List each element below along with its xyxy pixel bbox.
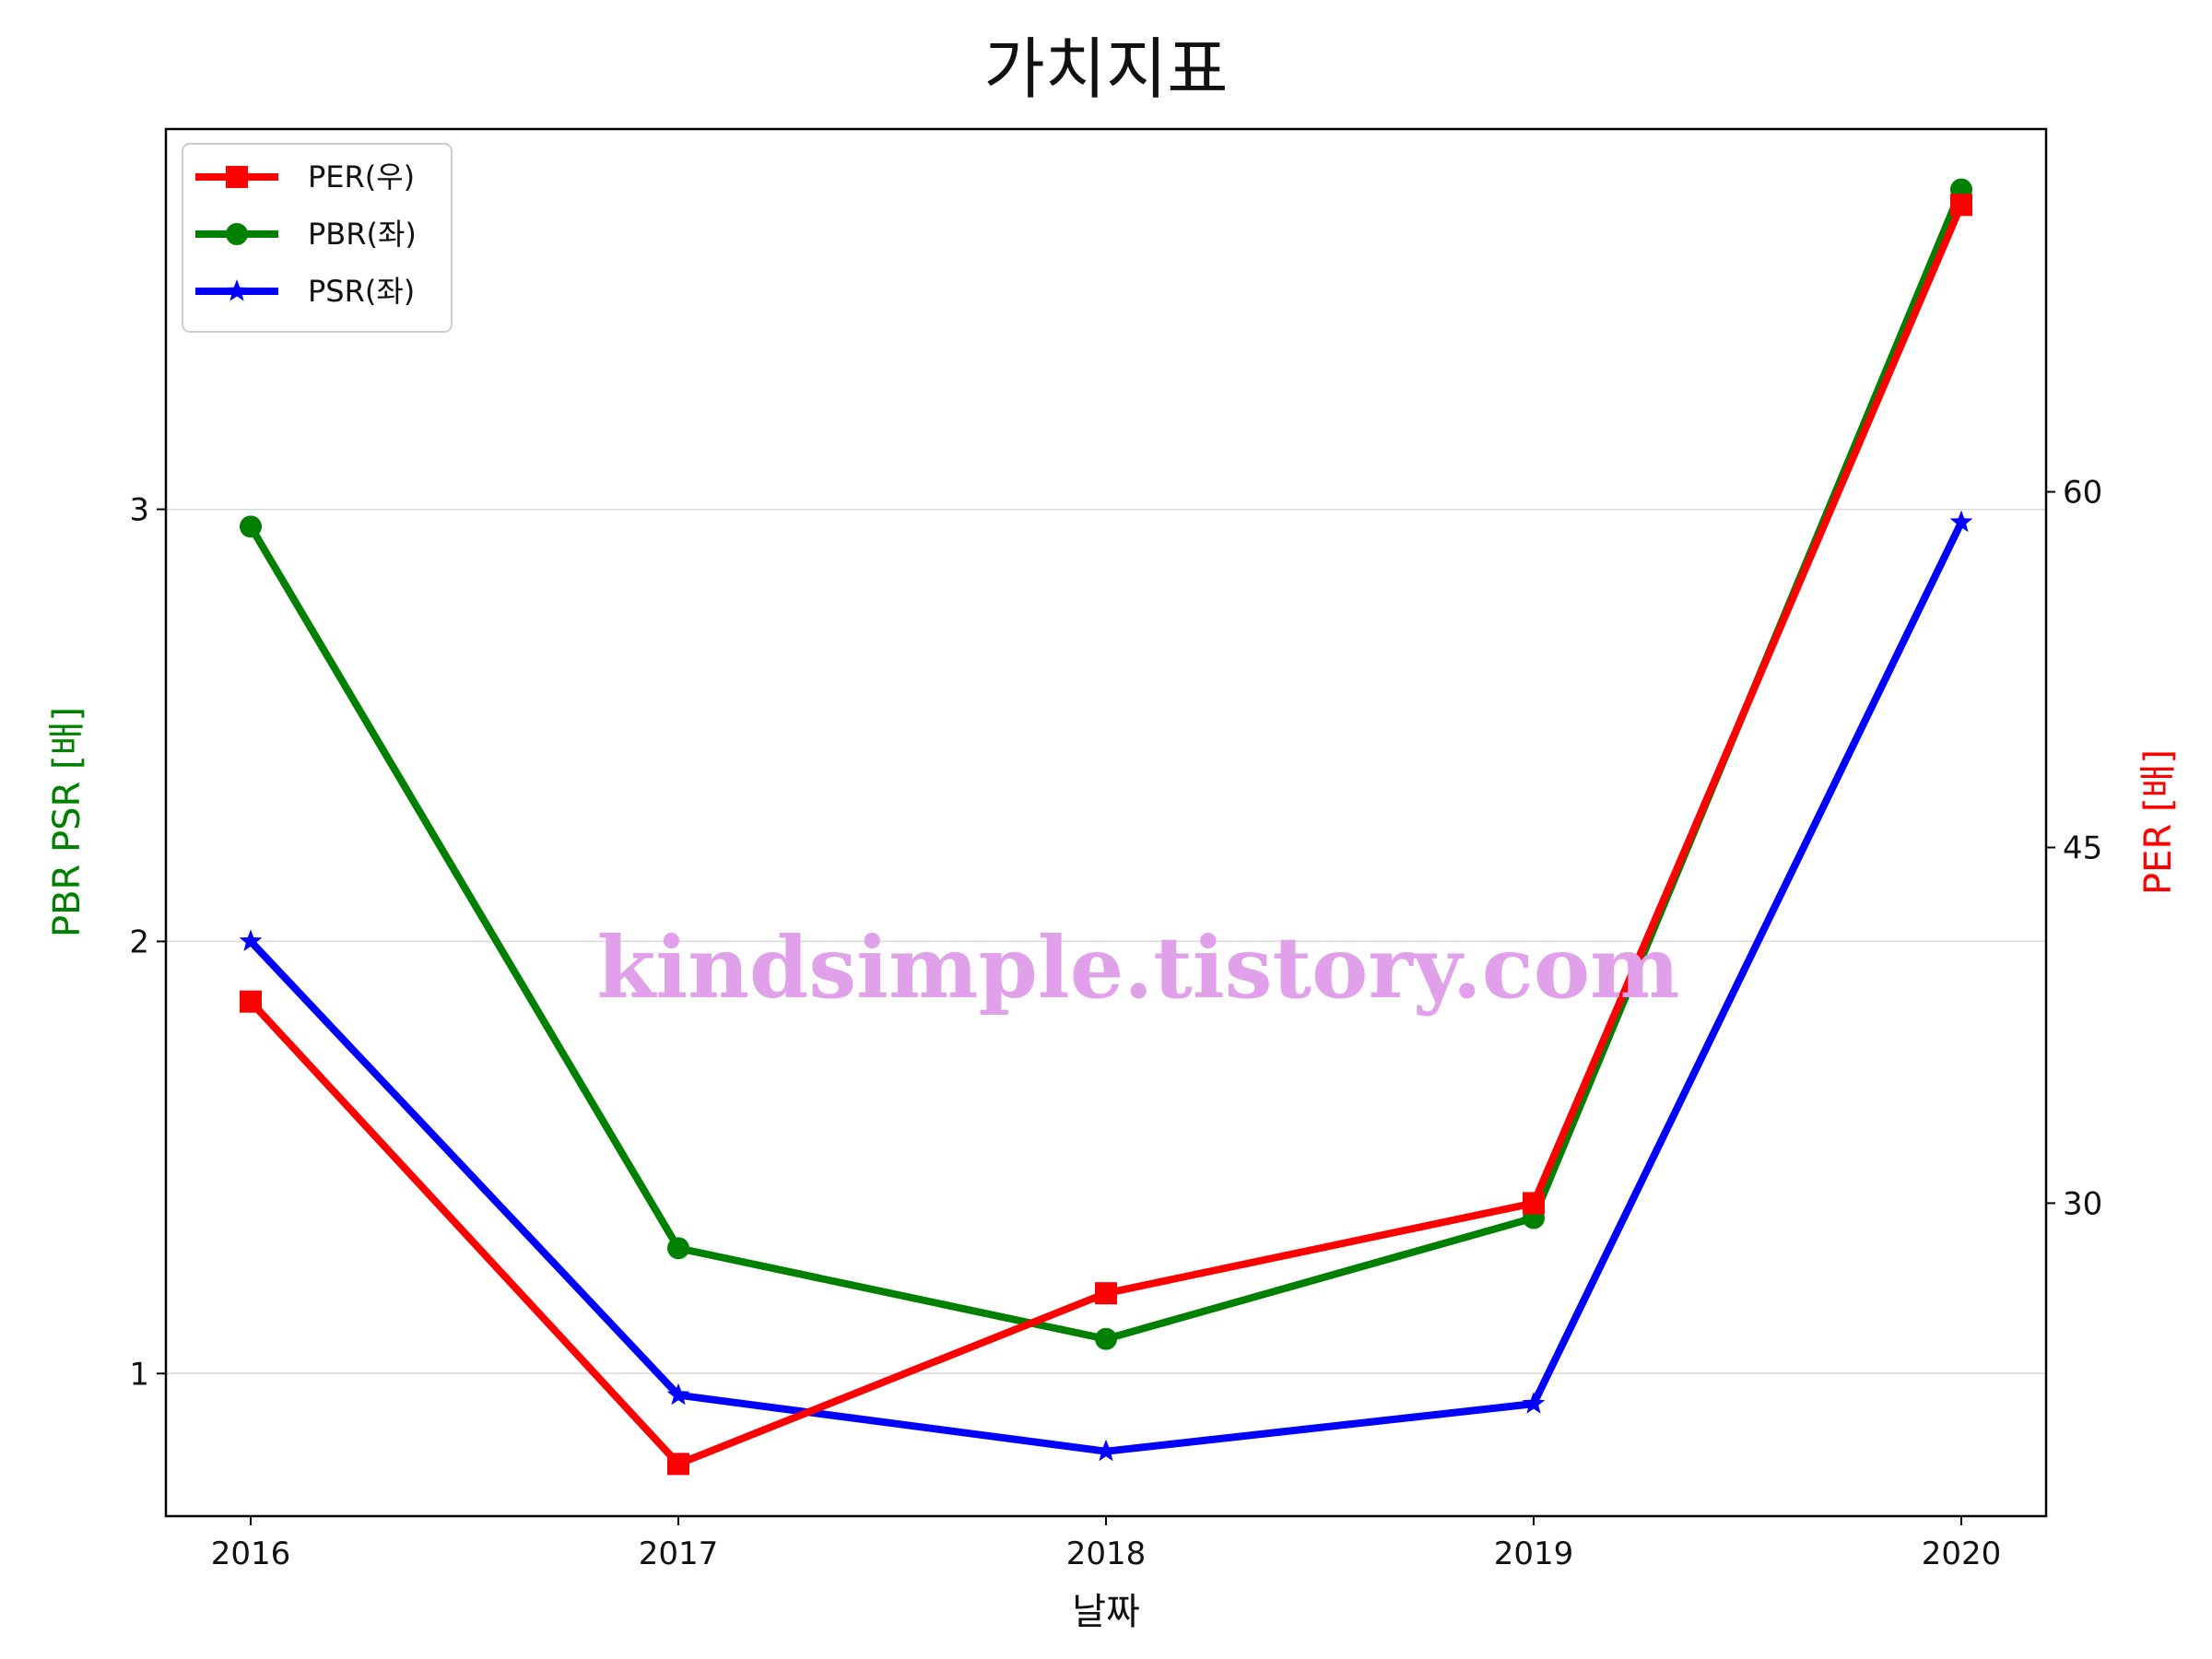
legend: PER(우) PBR(좌) PSR(좌): [182, 143, 453, 333]
data-point-psr-2018: [1094, 1439, 1118, 1462]
legend-label-pbr: PBR(좌): [308, 217, 417, 252]
series-per: [240, 194, 1972, 1476]
left-y-tick-label-2: 2: [129, 924, 149, 960]
data-point-per-2017: [667, 1453, 689, 1476]
left-y-axis-label: PBR PSR [배]: [46, 707, 88, 937]
legend-entry-per: PER(우): [195, 159, 415, 194]
x-tick-label-2016: 2016: [211, 1535, 291, 1572]
right-y-tick-label-45: 45: [2063, 830, 2102, 867]
legend-label-psr: PSR(좌): [308, 274, 415, 309]
data-point-psr-2017: [666, 1382, 690, 1406]
legend-marker-per: [226, 166, 248, 188]
x-tick-label-2020: 2020: [1922, 1535, 2002, 1572]
legend-marker-psr: [225, 279, 249, 301]
data-point-per-2016: [240, 990, 262, 1013]
grid: [166, 508, 2046, 1375]
left-y-tick-label-3: 3: [129, 492, 149, 529]
data-point-pbr-2016: [240, 515, 262, 538]
data-point-pbr-2017: [667, 1237, 689, 1260]
right-y-tick-label-30: 30: [2063, 1185, 2102, 1222]
watermark-annotation: kindsimple.tistory.com: [596, 918, 1679, 1018]
legend-entry-pbr: PBR(좌): [195, 217, 417, 252]
data-point-psr-2020: [1949, 510, 1973, 533]
chart-title: 가치지표: [984, 30, 1229, 108]
data-point-per-2020: [1950, 194, 1972, 217]
legend-frame: [182, 143, 453, 333]
legend-entry-psr: PSR(좌): [195, 274, 415, 309]
legend-label-per: PER(우): [308, 159, 415, 194]
data-point-per-2019: [1523, 1192, 1545, 1215]
right-y-axis-label: PER [배]: [2137, 749, 2180, 895]
series-layer: [239, 178, 1973, 1476]
data-point-per-2018: [1095, 1282, 1117, 1305]
x-tick-label-2019: 2019: [1494, 1535, 1574, 1572]
axes: 1 2 3 30 45 60 2016 2017 2018 2019 2020: [129, 475, 2102, 1572]
data-point-psr-2016: [239, 929, 263, 951]
left-y-tick-label-1: 1: [129, 1356, 149, 1393]
data-point-psr-2019: [1522, 1392, 1546, 1414]
x-axis-label: 날짜: [1072, 1591, 1140, 1633]
right-y-tick-label-60: 60: [2063, 475, 2102, 512]
series-psr: [239, 510, 1973, 1462]
legend-marker-pbr: [226, 223, 248, 245]
x-tick-label-2017: 2017: [639, 1535, 719, 1572]
data-point-pbr-2018: [1095, 1327, 1117, 1350]
x-tick-label-2018: 2018: [1066, 1535, 1147, 1572]
